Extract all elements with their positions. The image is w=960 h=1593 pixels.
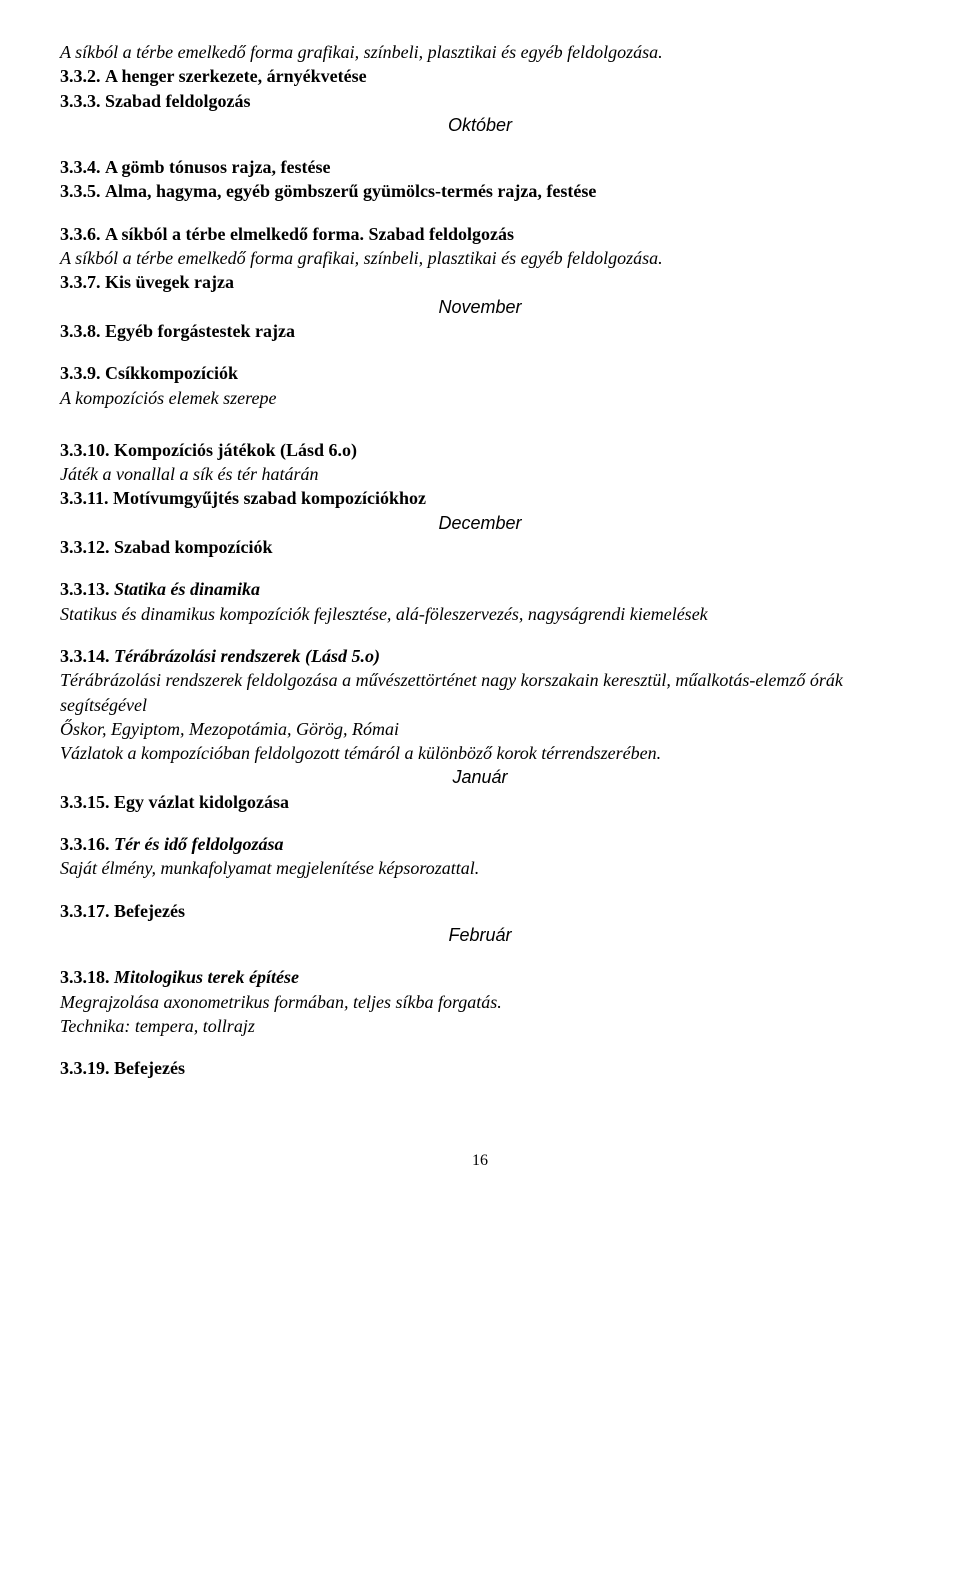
item-3317: 3.3.17. Befejezés: [60, 899, 900, 923]
title-3315: Egy vázlat kidolgozása: [114, 792, 289, 812]
item-3316: 3.3.16. Tér és idő feldolgozása: [60, 832, 900, 856]
num-339: 3.3.9.: [60, 363, 101, 383]
title-333: Szabad feldolgozás: [105, 91, 251, 111]
title-334: A gömb tónusos rajza, festése: [105, 157, 330, 177]
item-333: 3.3.3. Szabad feldolgozás: [60, 89, 900, 113]
num-3317: 3.3.17.: [60, 901, 110, 921]
month-november: November: [60, 295, 900, 319]
page-number: 16: [60, 1150, 900, 1172]
note-3318a: Megrajzolása axonometrikus formában, tel…: [60, 990, 900, 1014]
title-338: Egyéb forgástestek rajza: [105, 321, 295, 341]
title-3312: Szabad kompozíciók: [114, 537, 273, 557]
item-3319: 3.3.19. Befejezés: [60, 1056, 900, 1080]
title-332: A henger szerkezete, árnyékvetése: [105, 66, 367, 86]
note-3318b: Technika: tempera, tollrajz: [60, 1014, 900, 1038]
title-3318: Mitologikus terek építése: [114, 967, 299, 987]
item-338: 3.3.8. Egyéb forgástestek rajza: [60, 319, 900, 343]
title-3319: Befejezés: [114, 1058, 185, 1078]
title-3316: Tér és idő feldolgozása: [114, 834, 283, 854]
title-3310: Kompozíciós játékok (Lásd 6.o): [114, 440, 357, 460]
month-october: Október: [60, 113, 900, 137]
item-337: 3.3.7. Kis üvegek rajza: [60, 270, 900, 294]
note-3316: Saját élmény, munkafolyamat megjelenítés…: [60, 856, 900, 880]
num-3310: 3.3.10.: [60, 440, 110, 460]
note-3314c: Vázlatok a kompozícióban feldolgozott té…: [60, 741, 900, 765]
intro-line: A síkból a térbe emelkedő forma grafikai…: [60, 40, 900, 64]
title-336: A síkból a térbe elmelkedő forma. Szabad…: [105, 224, 514, 244]
month-december: December: [60, 511, 900, 535]
num-3318: 3.3.18.: [60, 967, 110, 987]
num-3314: 3.3.14.: [60, 646, 110, 666]
item-3312: 3.3.12. Szabad kompozíciók: [60, 535, 900, 559]
title-3314: Térábrázolási rendszerek (Lásd 5.o): [114, 646, 380, 666]
num-337: 3.3.7.: [60, 272, 101, 292]
note-3313: Statikus és dinamikus kompozíciók fejles…: [60, 602, 900, 626]
item-3311: 3.3.11. Motívumgyűjtés szabad kompozíció…: [60, 486, 900, 510]
item-3313: 3.3.13. Statika és dinamika: [60, 577, 900, 601]
note-339: A kompozíciós elemek szerepe: [60, 386, 900, 410]
month-january: Január: [60, 765, 900, 789]
note-3310: Játék a vonallal a sík és tér határán: [60, 462, 900, 486]
num-3316: 3.3.16.: [60, 834, 110, 854]
num-3313: 3.3.13.: [60, 579, 110, 599]
title-3311: Motívumgyűjtés szabad kompozíciókhoz: [113, 488, 426, 508]
num-333: 3.3.3.: [60, 91, 101, 111]
item-3315: 3.3.15. Egy vázlat kidolgozása: [60, 790, 900, 814]
num-335: 3.3.5.: [60, 181, 101, 201]
title-339: Csíkkompozíciók: [105, 363, 238, 383]
title-335: Alma, hagyma, egyéb gömbszerű gyümölcs-t…: [105, 181, 596, 201]
item-339: 3.3.9. Csíkkompozíciók: [60, 361, 900, 385]
num-3315: 3.3.15.: [60, 792, 110, 812]
num-338: 3.3.8.: [60, 321, 101, 341]
title-3313: Statika és dinamika: [114, 579, 260, 599]
title-337: Kis üvegek rajza: [105, 272, 234, 292]
month-february: Február: [60, 923, 900, 947]
item-3318: 3.3.18. Mitologikus terek építése: [60, 965, 900, 989]
item-334: 3.3.4. A gömb tónusos rajza, festése: [60, 155, 900, 179]
item-332: 3.3.2. A henger szerkezete, árnyékvetése: [60, 64, 900, 88]
note-3314a: Térábrázolási rendszerek feldolgozása a …: [60, 668, 900, 717]
note-336: A síkból a térbe emelkedő forma grafikai…: [60, 246, 900, 270]
num-3319: 3.3.19.: [60, 1058, 110, 1078]
num-332: 3.3.2.: [60, 66, 101, 86]
item-335: 3.3.5. Alma, hagyma, egyéb gömbszerű gyü…: [60, 179, 900, 203]
num-336: 3.3.6.: [60, 224, 101, 244]
num-3311: 3.3.11.: [60, 488, 109, 508]
title-3317: Befejezés: [114, 901, 185, 921]
item-3314: 3.3.14. Térábrázolási rendszerek (Lásd 5…: [60, 644, 900, 668]
note-3314b: Őskor, Egyiptom, Mezopotámia, Görög, Róm…: [60, 717, 900, 741]
item-336: 3.3.6. A síkból a térbe elmelkedő forma.…: [60, 222, 900, 246]
num-3312: 3.3.12.: [60, 537, 110, 557]
item-3310: 3.3.10. Kompozíciós játékok (Lásd 6.o): [60, 438, 900, 462]
num-334: 3.3.4.: [60, 157, 101, 177]
